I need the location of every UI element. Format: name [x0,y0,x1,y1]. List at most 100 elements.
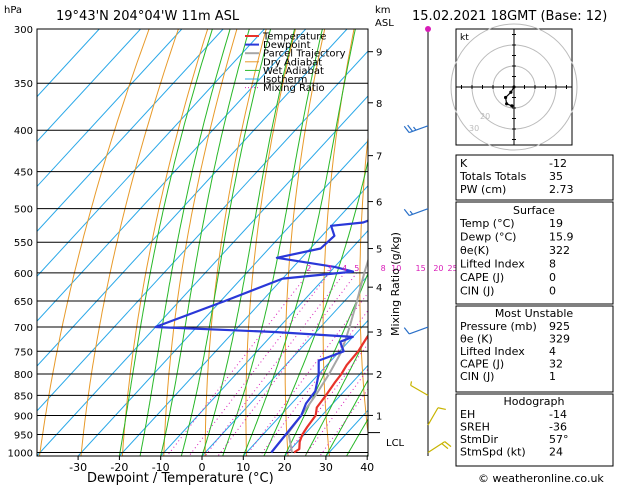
datetime-title: 15.02.2021 18GMT (Base: 12) [412,9,607,24]
table-row-value: 329 [549,333,570,346]
table-row-value: 1 [549,370,556,383]
wet-adiabat-lines [118,29,368,456]
hodograph-unit-label: kt [460,33,469,43]
temperature-tick-label: 10 [236,461,250,474]
dry-adiabat-line [80,29,179,456]
wind-barb-shaft [409,326,429,335]
mixing-ratio-label: 5 [354,264,359,273]
mixing-ratio-axis-label: Mixing Ratio (g/kg) [389,232,402,336]
dewpoint-profile [154,219,368,454]
hodograph-table-title: Hodograph [504,395,565,408]
wet-adiabat-line [242,29,356,456]
dry-adiabat-line [322,29,355,456]
temperature-tick-label: -30 [69,461,87,474]
table-row-value: 24 [549,446,563,459]
asl-label: ASL [375,18,394,29]
wet-adiabat-line [325,379,368,456]
table-row-label: CAPE (J) [460,271,504,284]
mixing-ratio-labels: 2 3 4 5 8 10 15 20 25 [306,264,457,273]
legend-entry: Mixing Ratio [263,83,325,94]
legend-entry: Isotherm [263,75,307,86]
wind-barb-flag [410,381,413,386]
most-unstable-box [455,305,614,393]
parcel-trajectory [287,257,368,453]
dry-adiabat-line [121,29,209,456]
table-row-label: StmDir [460,433,499,446]
table-row-value: 0 [549,271,556,284]
hodograph-trace [504,85,516,108]
hodograph: kt 30 20 [450,23,578,151]
table-row-value: 322 [549,244,570,257]
legend-entry: Dewpoint [263,40,311,51]
isotherm-line [37,29,224,233]
table-row-label: θe (K) [460,333,493,346]
mixing-ratio-label: 10 [391,264,401,273]
table-row-label: SREH [460,421,490,434]
height-tick-label: 6 [376,198,382,209]
hodograph-ring [450,23,578,151]
hodograph-ring-label-outer: 30 [469,124,479,133]
legend-entry: Dry Adiabat [263,57,322,68]
height-tick-label: 4 [376,283,382,294]
surface-rows: Temp (°C) 19 Dewp (°C) 15.9 θe(K) 322 Lifted I… [459,217,574,298]
temperature-axis: -30 -20 -10 0 10 20 30 40 [69,456,374,474]
height-tick-label: 1 [376,411,382,422]
table-row-label: θe(K) [460,244,489,257]
pressure-tick-label: 550 [14,238,33,249]
wind-barb-shaft [410,384,429,396]
table-row-label: CAPE (J) [460,358,504,371]
wind-barb-flag [403,208,410,216]
hodograph-point [509,90,513,94]
table-row-label: Dewp (°C) [460,231,516,244]
wind-barb-flag [437,407,446,411]
table-row-label: Pressure (mb) [460,320,537,333]
temperature-tick-label: 20 [278,461,292,474]
temperature-tick-label: 40 [360,461,374,474]
hodograph-table-box [455,393,614,467]
profile-series [154,219,368,454]
table-row-value: 0 [549,285,556,298]
height-tick-label: 2 [376,370,382,381]
table-row-value: 19 [549,217,563,230]
km-label: km [375,5,391,16]
table-row-value: -14 [549,408,567,421]
wind-barb [403,326,429,335]
lcl-label: LCL [386,438,405,449]
pressure-tick-label: 950 [14,430,33,441]
dry-adiabat-line [245,29,296,456]
table-row-value: 925 [549,320,570,333]
wind-barb-flag [403,327,410,335]
wind-barb [427,407,446,426]
table-row-value: -12 [549,157,567,170]
height-tick-label: 7 [376,152,382,163]
mixing-ratio-line [304,368,368,456]
hodograph-point [512,85,516,89]
wind-barb [410,381,429,396]
dry-adiabat-line [163,29,238,456]
table-row-label: Lifted Index [460,345,525,358]
wind-barb-flag [441,443,449,450]
wet-adiabat-line [304,333,368,456]
wind-barb-flag [413,126,417,131]
dry-adiabat-line [39,29,150,456]
table-row-label: Temp (°C) [459,217,515,230]
wind-barb [427,441,452,454]
pressure-tick-label: 500 [14,205,33,216]
pressure-tick-label: 350 [14,79,33,90]
hodograph-point [510,104,514,108]
height-tick-label: 9 [376,48,382,59]
table-row-label: PW (cm) [460,183,506,196]
temperature-tick-label: -20 [110,461,128,474]
table-row-label: StmSpd (kt) [460,446,526,459]
height-tick-label: 3 [376,328,382,339]
ylabel: hPa [4,5,22,16]
wind-barb-shaft [427,407,439,426]
most-unstable-rows: Pressure (mb) 925 θe (K) 329 Lifted Index 4 CA… [460,320,570,383]
wet-adiabat-line [222,29,323,456]
table-row-label: CIN (J) [460,370,494,383]
mixing-ratio-label: 15 [416,264,426,273]
wind-barb [403,208,429,217]
wind-barb [403,124,429,134]
